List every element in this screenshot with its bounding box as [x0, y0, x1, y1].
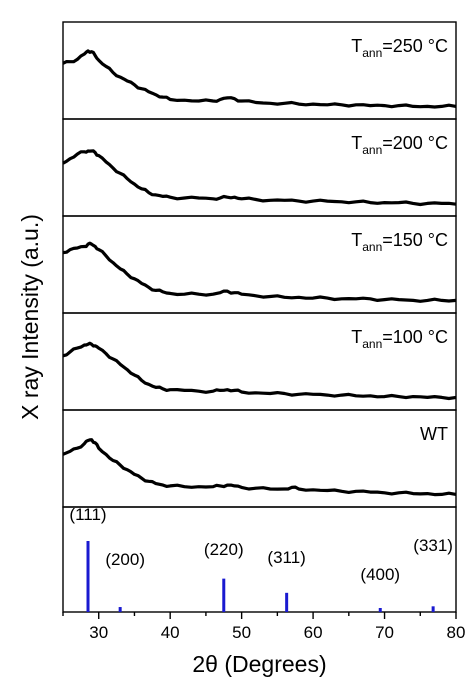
y-axis-title: X ray Intensity (a.u.): [17, 214, 43, 420]
series-label-sub: ann: [362, 143, 382, 157]
series-line: [62, 341, 457, 401]
series-line: [62, 438, 457, 497]
reference-frame: [62, 506, 457, 613]
x-tick-label: 40: [161, 623, 180, 642]
panel-2: Tann=200 °C: [62, 118, 457, 217]
series-line: [62, 241, 457, 303]
series-label: Tann=250 °C: [351, 36, 448, 60]
reference-panel: (111) (200) (220) (311) (400) (331): [62, 505, 457, 613]
series-label-main: WT: [420, 424, 448, 444]
series-label-main: T: [351, 230, 362, 250]
reference-peak-label: (111): [69, 505, 106, 524]
reference-peak-label: (400): [360, 565, 400, 584]
series-label-main: T: [351, 327, 362, 347]
x-tick-label: 30: [89, 623, 108, 642]
x-tick-label: 80: [447, 623, 466, 642]
series-line: [62, 149, 457, 207]
reference-peak-label: (200): [105, 550, 145, 569]
reference-peak-label: (311): [267, 548, 305, 567]
series-label-sub: ann: [362, 240, 382, 254]
panel-4: Tann=100 °C: [62, 312, 457, 411]
series-label-rest: =250 °C: [382, 36, 448, 56]
panel-5: WT: [62, 409, 457, 508]
x-tick-label: 50: [232, 623, 251, 642]
series-label-sub: ann: [362, 46, 382, 60]
series-label-main: T: [351, 36, 362, 56]
reference-peak-label: (220): [204, 540, 244, 559]
series-label: Tann=100 °C: [351, 327, 448, 351]
series-label-rest: =200 °C: [382, 133, 448, 153]
series-label: Tann=200 °C: [351, 133, 448, 157]
series-label-sub: ann: [362, 337, 382, 351]
series-line: [62, 49, 457, 109]
x-tick-label: 60: [304, 623, 323, 642]
panel-1: Tann=250 °C: [62, 21, 457, 120]
reference-peak-label: (331): [413, 536, 453, 555]
series-label: Tann=150 °C: [351, 230, 448, 254]
series-label-main: T: [351, 133, 362, 153]
x-axis: 30 40 50 60 70 80: [62, 612, 466, 642]
panel-3: Tann=150 °C: [62, 215, 457, 314]
x-axis-title: 2θ (Degrees): [192, 651, 326, 677]
x-tick-label: 70: [375, 623, 394, 642]
series-label: WT: [420, 424, 448, 444]
series-label-rest: =150 °C: [382, 230, 448, 250]
series-label-rest: =100 °C: [382, 327, 448, 347]
